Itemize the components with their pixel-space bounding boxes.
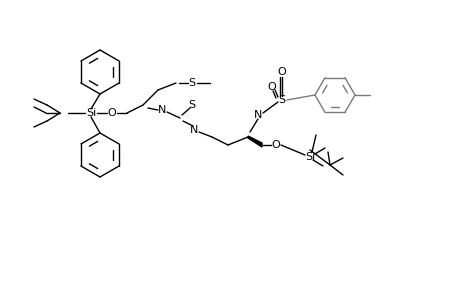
Text: O: O bbox=[271, 140, 280, 150]
Text: O: O bbox=[277, 67, 286, 77]
Text: N: N bbox=[157, 105, 166, 115]
Text: S: S bbox=[188, 78, 195, 88]
Text: O: O bbox=[107, 108, 116, 118]
Text: S: S bbox=[278, 95, 285, 105]
Text: Si: Si bbox=[86, 108, 96, 118]
Text: N: N bbox=[190, 125, 198, 135]
Text: Si: Si bbox=[304, 152, 314, 162]
Polygon shape bbox=[247, 136, 262, 147]
Text: S: S bbox=[188, 100, 195, 110]
Text: N: N bbox=[253, 110, 262, 120]
Text: O: O bbox=[267, 82, 276, 92]
